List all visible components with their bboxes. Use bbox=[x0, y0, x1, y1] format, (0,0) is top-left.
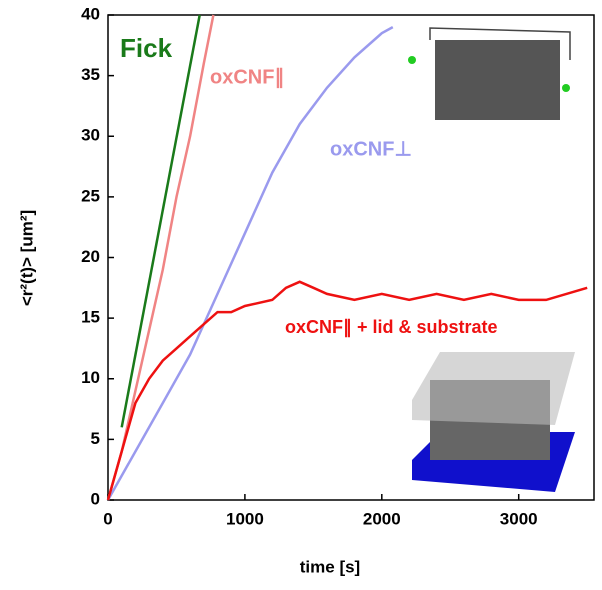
series-line bbox=[106, 280, 588, 501]
x-tick-label: 2000 bbox=[363, 509, 401, 528]
y-tick-label: 15 bbox=[81, 308, 100, 327]
inset-bottom bbox=[412, 352, 575, 492]
series-label: Fick bbox=[120, 33, 173, 63]
inset-particle bbox=[562, 84, 570, 92]
series-line bbox=[106, 14, 215, 501]
series-label: oxCNF∥ bbox=[210, 66, 284, 88]
y-tick-label: 35 bbox=[81, 65, 100, 84]
y-tick-label: 5 bbox=[91, 429, 100, 448]
y-tick-label: 20 bbox=[81, 247, 100, 266]
inset-top bbox=[408, 27, 571, 120]
x-tick-label: 1000 bbox=[226, 509, 264, 528]
y-axis-label: <r²(t)> [um²] bbox=[17, 210, 36, 306]
inset-arrow bbox=[429, 27, 571, 60]
x-axis-label: time [s] bbox=[300, 557, 360, 576]
series-line bbox=[106, 26, 394, 501]
inset-lid bbox=[412, 352, 575, 425]
y-tick-label: 0 bbox=[91, 489, 100, 508]
inset-particle bbox=[408, 56, 416, 64]
y-tick-label: 10 bbox=[81, 368, 100, 387]
y-tick-label: 40 bbox=[81, 4, 100, 23]
series-label: oxCNF⊥ bbox=[330, 138, 412, 160]
y-tick-label: 25 bbox=[81, 186, 100, 205]
x-tick-label: 0 bbox=[103, 509, 112, 528]
series-label: oxCNF∥ + lid & substrate bbox=[285, 317, 498, 338]
x-tick-label: 3000 bbox=[500, 509, 538, 528]
y-tick-label: 30 bbox=[81, 126, 100, 145]
inset-fibers bbox=[435, 40, 560, 120]
series-line bbox=[120, 14, 201, 428]
